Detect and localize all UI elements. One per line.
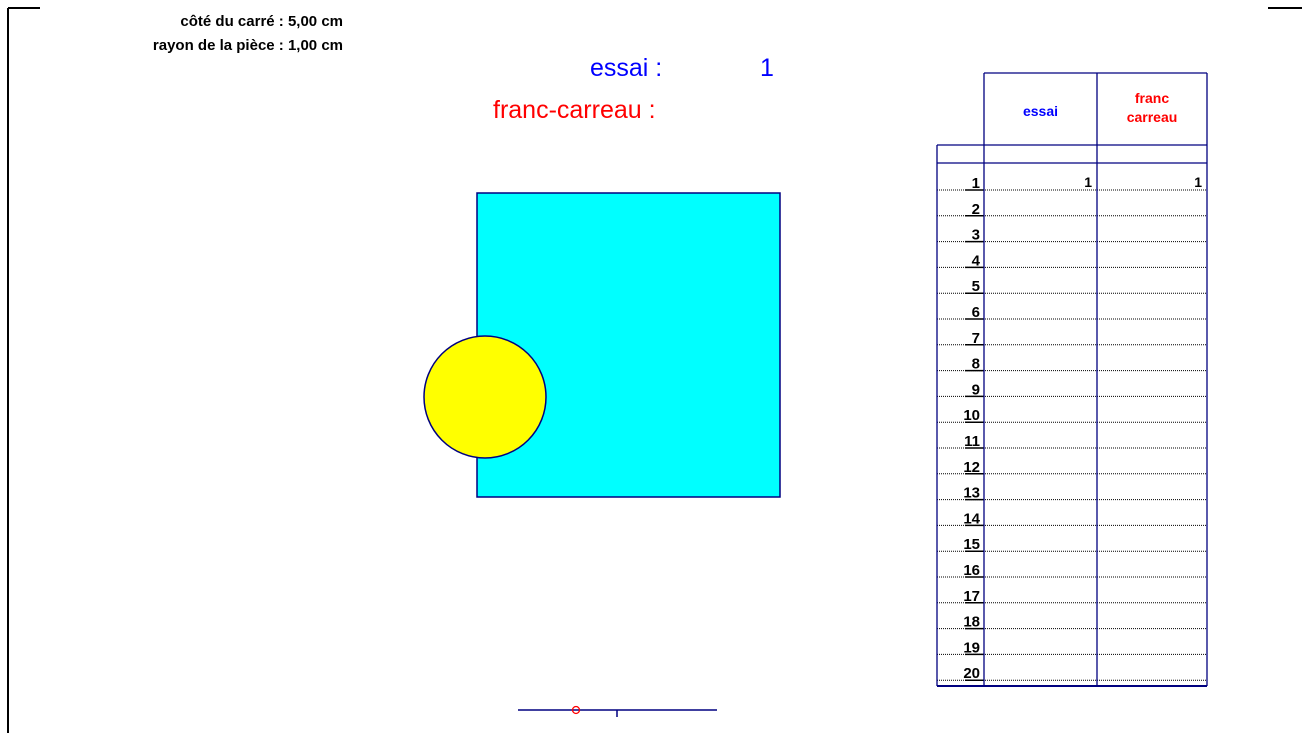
row-number: 4 xyxy=(972,252,981,269)
row-number: 6 xyxy=(972,304,980,321)
row-number: 16 xyxy=(963,562,980,579)
franc-carreau-label: franc-carreau : xyxy=(493,96,656,124)
cell-franc-carreau: 1 xyxy=(1194,174,1202,190)
row-number: 2 xyxy=(972,201,980,218)
square-side: côté du carré : 5,00 cm xyxy=(180,13,343,30)
trial-value: 1 xyxy=(760,54,774,82)
row-number: 10 xyxy=(963,407,980,424)
row-number: 15 xyxy=(963,536,980,553)
cell-essai: 1 xyxy=(1084,174,1092,190)
coin-radius: rayon de la pièce : 1,00 cm xyxy=(153,37,343,54)
header-franc: franc xyxy=(1135,90,1169,106)
square xyxy=(476,192,781,498)
row-number: 1 xyxy=(972,175,980,192)
row-number: 13 xyxy=(963,485,980,502)
row-number: 20 xyxy=(963,665,980,682)
header-essai: essai xyxy=(1023,103,1058,119)
slider-thumb[interactable] xyxy=(571,705,581,715)
coin xyxy=(423,335,547,459)
row-number: 5 xyxy=(972,278,980,295)
row-number: 7 xyxy=(972,330,980,347)
header-carreau: carreau xyxy=(1127,109,1178,125)
row-number: 11 xyxy=(964,433,980,450)
row-number: 18 xyxy=(963,614,980,631)
row-number: 3 xyxy=(972,227,980,244)
trial-label: essai : xyxy=(590,54,662,82)
row-number: 14 xyxy=(963,510,980,527)
row-number: 9 xyxy=(972,381,980,398)
row-number: 17 xyxy=(963,588,980,605)
row-number: 12 xyxy=(963,459,980,476)
row-number: 8 xyxy=(972,356,980,373)
slider[interactable] xyxy=(518,705,717,718)
row-number: 19 xyxy=(963,639,980,656)
